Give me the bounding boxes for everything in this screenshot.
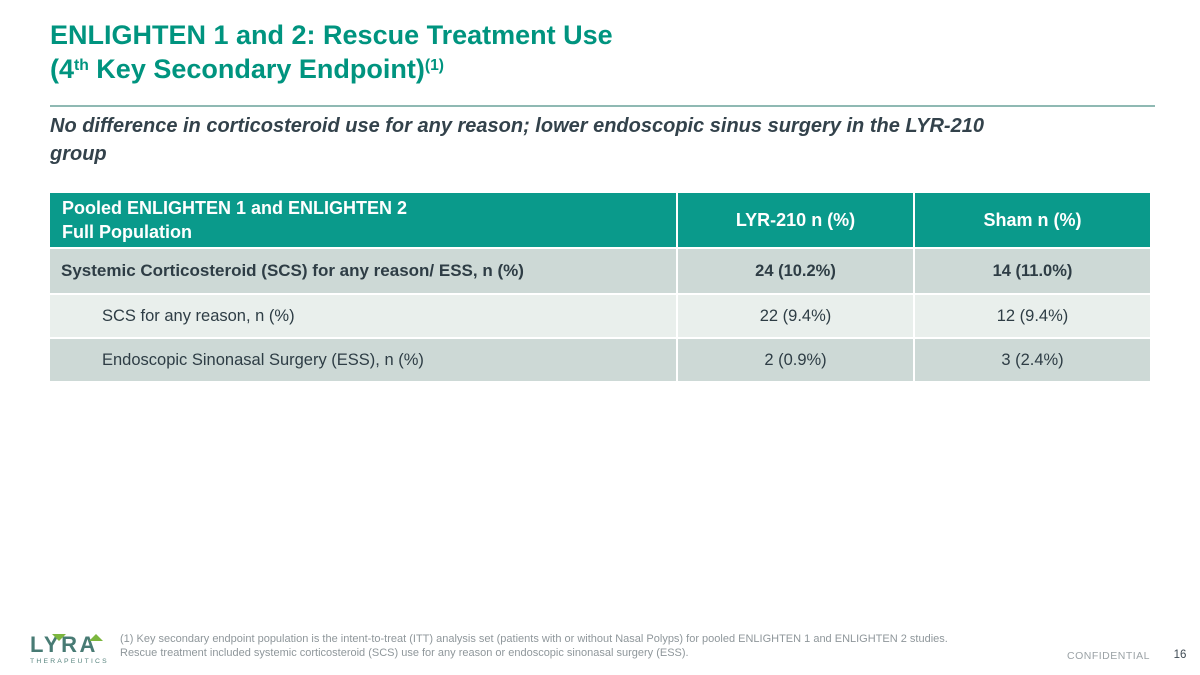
logo-wordmark: LYRA [30,632,98,657]
header-cell-lyr210: LYR-210 n (%) [678,193,913,247]
title-superscript-th: th [74,56,89,74]
row-label: Endoscopic Sinonasal Surgery (ESS), n (%… [50,339,676,381]
footnote-line2: Rescue treatment included systemic corti… [120,647,689,659]
page-number: 16 [1173,649,1187,661]
row-label: Systemic Corticosteroid (SCS) for any re… [50,249,676,293]
row-label: SCS for any reason, n (%) [50,295,676,337]
sham-value-cell: 3 (2.4%) [915,339,1150,381]
footnote: (1) Key secondary endpoint population is… [120,632,1000,660]
sham-value-cell: 12 (9.4%) [915,295,1150,337]
header-cell-population: Pooled ENLIGHTEN 1 and ENLIGHTEN 2 Full … [50,193,676,247]
lyr210-value-cell: 24 (10.2%) [678,249,913,293]
slide-title-line1: ENLIGHTEN 1 and 2: Rescue Treatment Use [50,20,613,50]
results-table: Pooled ENLIGHTEN 1 and ENLIGHTEN 2 Full … [50,193,1150,381]
lyr210-value-cell: 22 (9.4%) [678,295,913,337]
sham-value-cell: 14 (11.0%) [915,249,1150,293]
confidential-label: CONFIDENTIAL [1066,650,1150,662]
subtitle: No difference in corticosteroid use for … [50,112,1150,168]
subtitle-line1: No difference in corticosteroid use for … [50,115,984,137]
title-footnote-marker: (1) [424,56,444,74]
title-divider [50,105,1155,107]
slide-title-line2: (4th Key Secondary Endpoint)(1) [50,54,444,84]
lyr210-value-cell: 2 (0.9%) [678,339,913,381]
logo-subtext: THERAPEUTICS [30,658,109,665]
logo-green-accent-icon [89,634,103,641]
footnote-line1: (1) Key secondary endpoint population is… [120,633,948,645]
header-cell-sham: Sham n (%) [915,193,1150,247]
logo-green-accent-icon [52,634,66,641]
lyra-logo: LYRA THERAPEUTICS [30,634,115,666]
slide-title: ENLIGHTEN 1 and 2: Rescue Treatment Use … [50,18,1150,91]
subtitle-line2: group [50,143,107,165]
